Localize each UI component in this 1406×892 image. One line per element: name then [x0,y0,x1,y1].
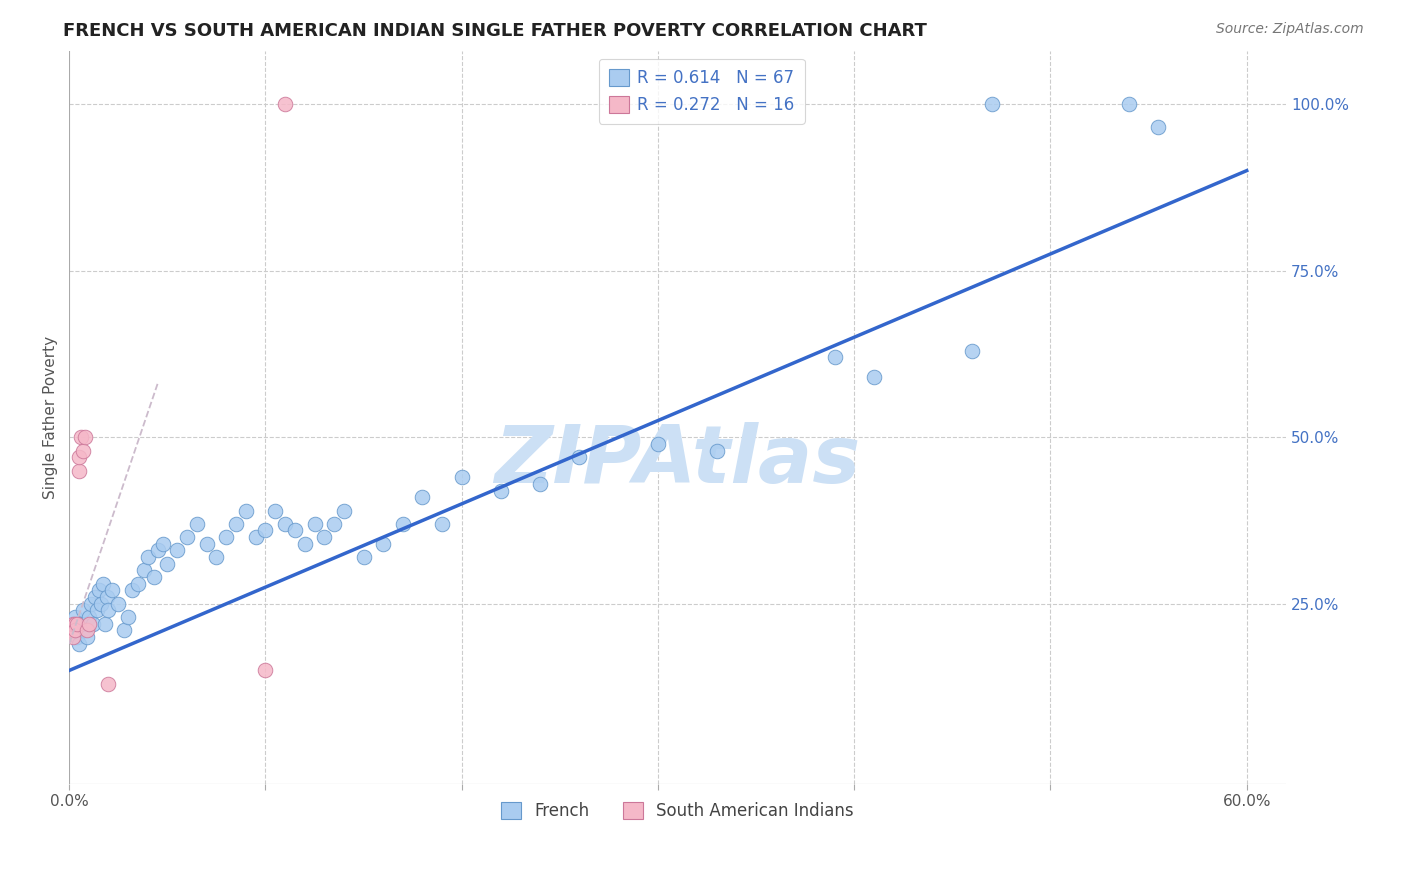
Point [70,430,93,444]
Point [76,630,98,644]
Point [67,463,90,477]
Point [146,543,169,558]
Point [66,616,89,631]
Point [353,550,375,565]
Point [430,516,453,531]
Point [264,503,287,517]
Point [112,624,135,638]
Point [86,603,108,617]
Point [647,437,669,451]
Point [568,450,591,465]
Point [314,530,336,544]
Point [73,624,96,638]
Point [254,524,277,538]
Point [411,490,433,504]
Point [72,603,94,617]
Point [274,516,297,531]
Point [97,677,120,691]
Point [489,483,512,498]
Point [205,550,228,565]
Point [333,503,356,517]
Point [863,370,886,384]
Point [323,516,346,531]
Point [63,610,86,624]
Point [73,430,96,444]
Point [142,570,165,584]
Point [195,537,218,551]
Point [706,443,728,458]
Point [980,97,1002,112]
Point [62,630,84,644]
Point [67,637,90,651]
Point [62,624,84,638]
Point [70,616,93,631]
Point [294,537,316,551]
Point [77,616,100,631]
Point [960,343,983,358]
Point [76,624,98,638]
Point [152,537,174,551]
Point [62,616,84,631]
Point [176,530,198,544]
Point [107,597,129,611]
Point [529,476,551,491]
Point [72,443,94,458]
Point [156,557,179,571]
Point [80,597,103,611]
Point [166,543,188,558]
Point [87,583,110,598]
Point [1147,120,1170,135]
Point [66,630,89,644]
Point [824,350,846,364]
Point [63,616,86,631]
Point [235,503,257,517]
Point [101,583,124,598]
Point [67,450,90,465]
Point [245,530,267,544]
Point [373,537,395,551]
Point [136,550,159,565]
Point [96,590,118,604]
Point [284,524,307,538]
Point [82,616,104,631]
Point [117,610,139,624]
Text: FRENCH VS SOUTH AMERICAN INDIAN SINGLE FATHER POVERTY CORRELATION CHART: FRENCH VS SOUTH AMERICAN INDIAN SINGLE F… [63,22,927,40]
Point [63,624,86,638]
Point [97,603,120,617]
Point [274,97,297,112]
Point [93,616,115,631]
Text: ZIPAtlas: ZIPAtlas [495,422,860,500]
Point [186,516,208,531]
Point [127,576,149,591]
Point [225,516,247,531]
Point [450,470,472,484]
Y-axis label: Single Father Poverty: Single Father Poverty [44,335,58,499]
Point [1118,97,1140,112]
Text: Source: ZipAtlas.com: Source: ZipAtlas.com [1216,22,1364,37]
Legend: French, South American Indians: French, South American Indians [495,795,860,827]
Point [121,583,143,598]
Point [392,516,415,531]
Point [254,664,277,678]
Point [60,624,83,638]
Point [304,516,326,531]
Point [77,610,100,624]
Point [91,576,114,591]
Point [215,530,238,544]
Point [67,616,90,631]
Point [90,597,112,611]
Point [83,590,105,604]
Point [132,564,155,578]
